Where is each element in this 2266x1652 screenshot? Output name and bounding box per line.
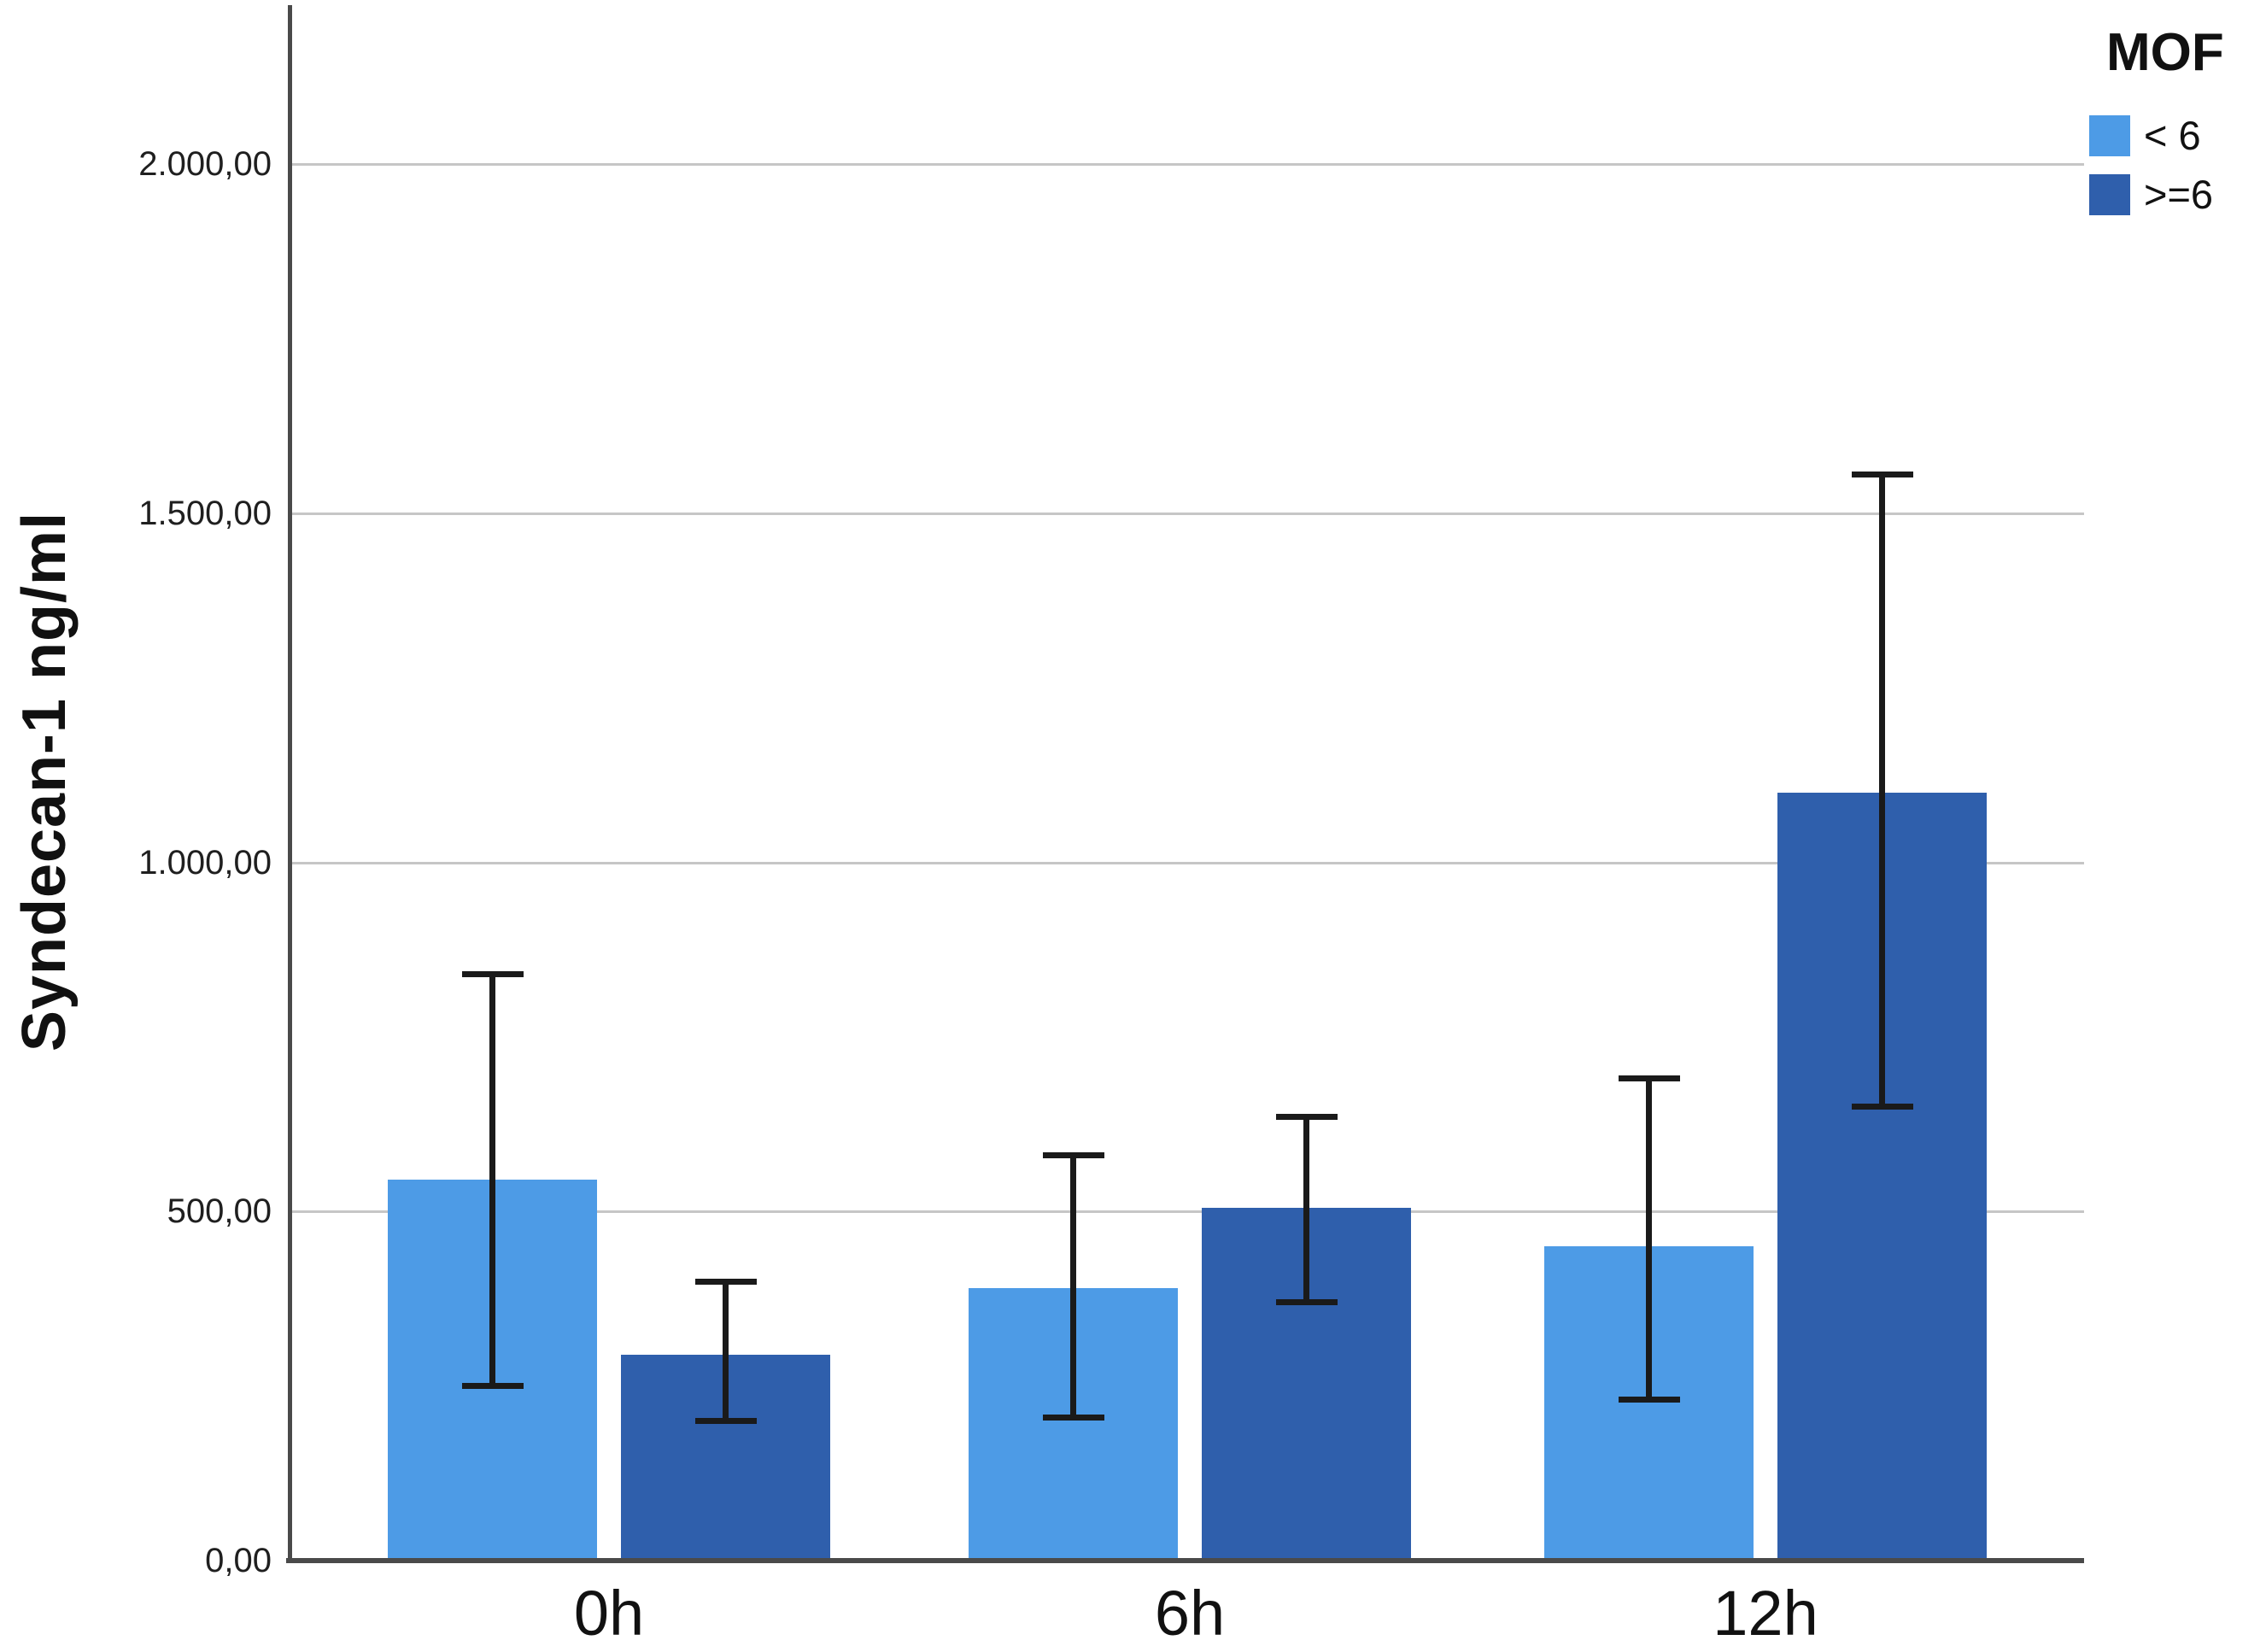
gridline-2000 — [288, 163, 2084, 166]
y-axis-line — [288, 5, 292, 1563]
error-bar-line-6h-gte6 — [1303, 1116, 1309, 1303]
y-tick-label-500: 500,00 — [167, 1192, 272, 1231]
error-bar-cap-bottom-12h-gte6 — [1851, 1104, 1913, 1110]
error-bar-cap-top-12h-gte6 — [1851, 472, 1913, 478]
y-tick-label-2000: 2.000,00 — [138, 145, 272, 183]
error-bar-line-6h-lt6 — [1070, 1155, 1076, 1418]
x-tick-label-6h: 6h — [1154, 1578, 1226, 1649]
error-bar-cap-bottom-6h-gte6 — [1275, 1299, 1338, 1306]
error-bar-cap-top-6h-lt6 — [1042, 1152, 1104, 1159]
error-bar-cap-bottom-12h-lt6 — [1618, 1397, 1680, 1403]
legend-title: MOF — [2106, 23, 2224, 82]
legend-items: < 6 >=6 — [2089, 112, 2224, 218]
legend-item-label-lt6: < 6 — [2144, 113, 2201, 158]
gridline-1000 — [288, 861, 2084, 864]
legend-item-label-gte6: >=6 — [2144, 172, 2214, 217]
legend-item-gte6: >=6 — [2089, 171, 2224, 218]
legend-swatch-gte6 — [2089, 173, 2130, 215]
error-bar-line-12h-lt6 — [1646, 1078, 1652, 1400]
error-bar-line-12h-gte6 — [1879, 474, 1885, 1107]
error-bar-cap-top-0h-lt6 — [461, 970, 524, 977]
error-bar-line-0h-gte6 — [723, 1281, 729, 1421]
y-tick-label-1000: 1.000,00 — [138, 843, 272, 882]
error-bar-cap-top-0h-gte6 — [694, 1278, 757, 1285]
legend-swatch-lt6 — [2089, 114, 2130, 156]
error-bar-line-0h-lt6 — [489, 974, 495, 1386]
error-bar-cap-top-6h-gte6 — [1275, 1114, 1338, 1121]
y-tick-label-1500: 1.500,00 — [138, 494, 272, 532]
y-tick-label-0: 0,00 — [205, 1542, 272, 1579]
error-bar-cap-bottom-0h-gte6 — [694, 1418, 757, 1424]
error-bar-cap-top-12h-lt6 — [1618, 1075, 1680, 1082]
error-bar-cap-bottom-6h-lt6 — [1042, 1414, 1104, 1421]
x-tick-label-0h: 0h — [573, 1578, 645, 1649]
legend-item-lt6: < 6 — [2089, 112, 2224, 159]
x-tick-label-12h: 12h — [1713, 1578, 1818, 1649]
error-bar-cap-bottom-0h-lt6 — [461, 1383, 524, 1390]
gridline-1500 — [288, 512, 2084, 515]
y-axis-title: Syndecan-1 ng/ml — [10, 511, 79, 1052]
x-axis-line — [286, 1558, 2084, 1563]
legend: MOF < 6 >=6 — [2089, 22, 2224, 230]
gridline-500 — [288, 1210, 2084, 1214]
